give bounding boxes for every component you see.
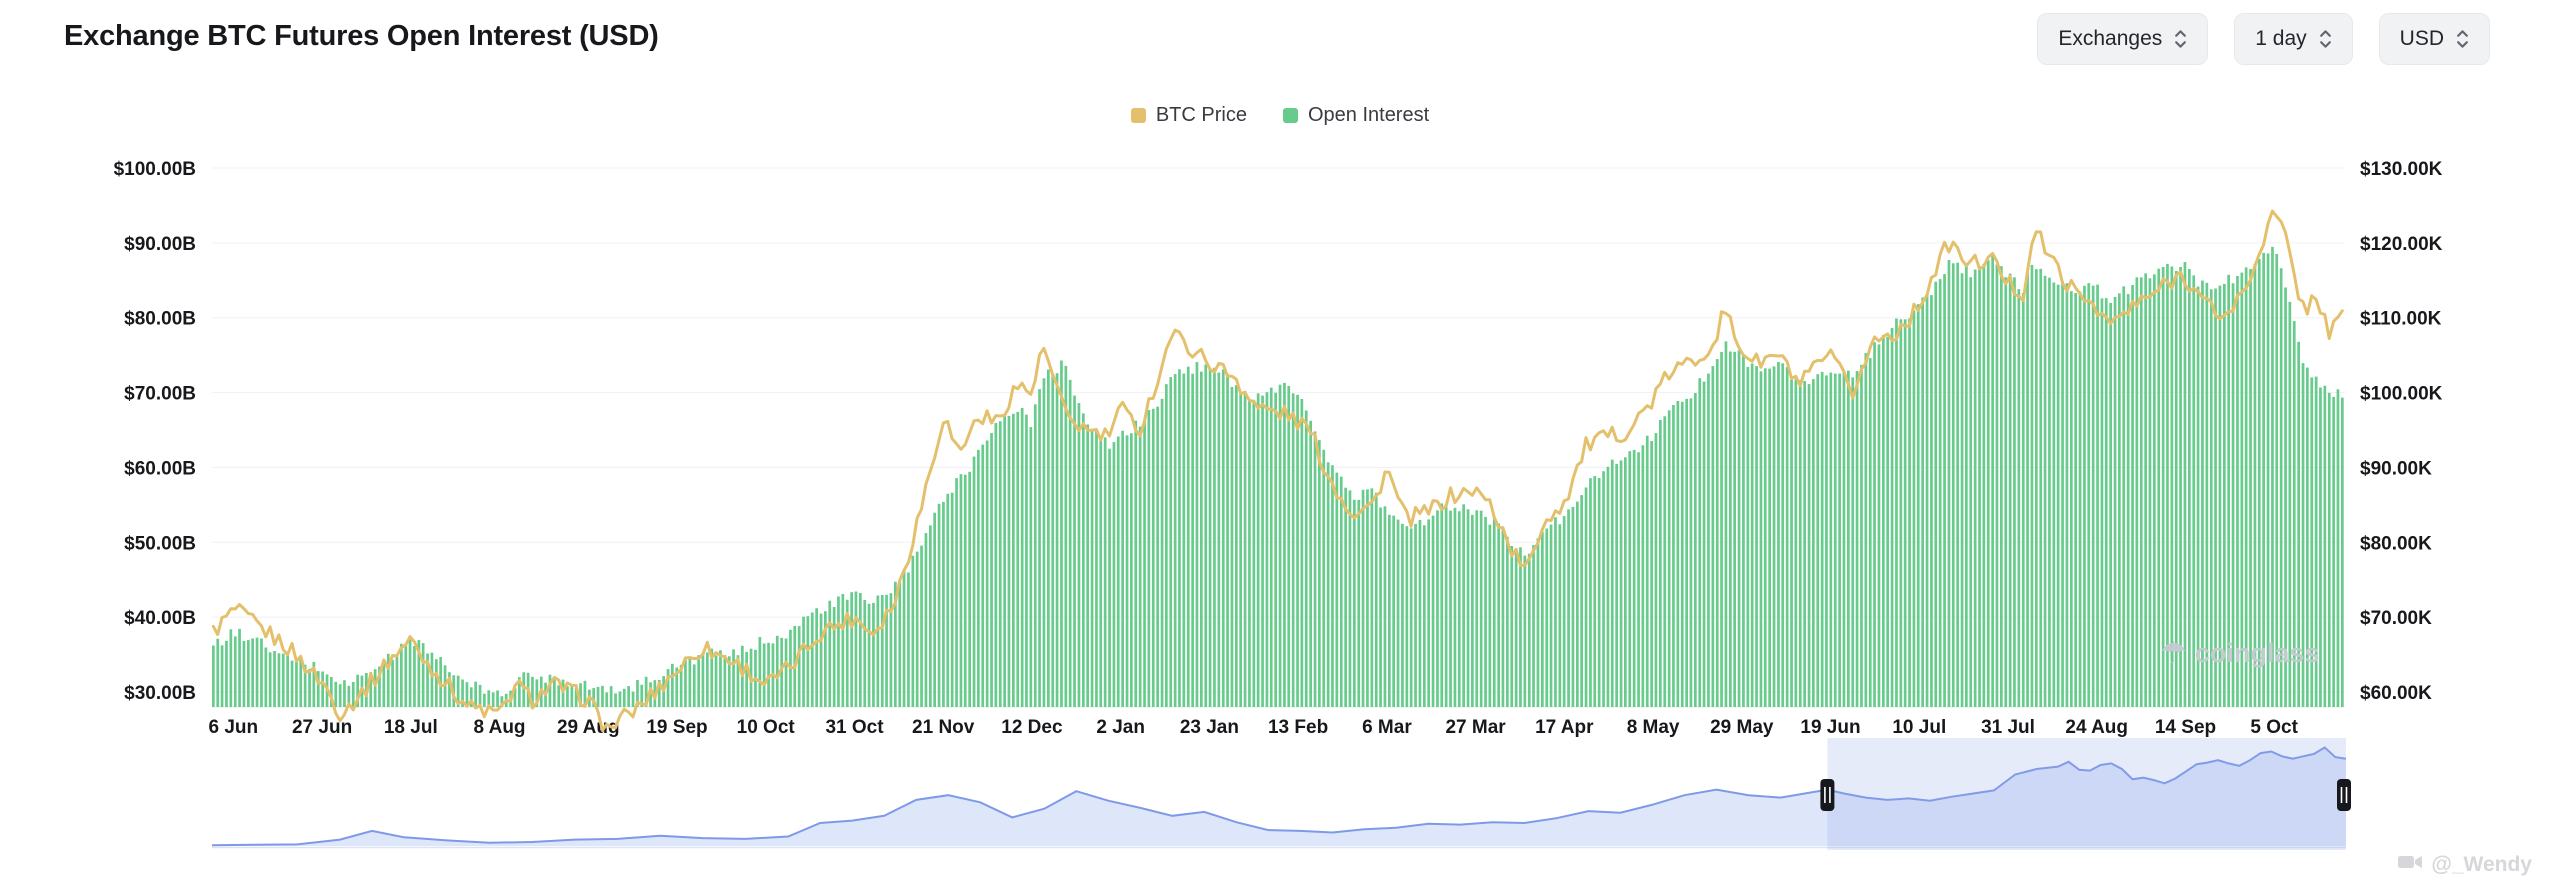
credit-text: @_Wendy [2431, 853, 2532, 876]
x-axis-tick-label: 27 Jun [292, 717, 352, 738]
right-axis-tick-label: $70.00K [2360, 608, 2432, 629]
x-axis-tick-label: 8 May [1627, 717, 1680, 738]
chart-legend: BTC Price Open Interest [0, 104, 2560, 127]
legend-item-open-interest[interactable]: Open Interest [1282, 104, 1430, 127]
currency-dropdown-label: USD [2399, 27, 2444, 50]
navigator-line [211, 746, 2347, 847]
navigator-area [212, 747, 2346, 846]
legend-label: BTC Price [1155, 104, 1247, 126]
page-title: Exchange BTC Futures Open Interest (USD) [64, 20, 659, 52]
x-axis-tick-label: 29 Aug [557, 717, 620, 738]
left-axis-tick-label: $70.00B [124, 384, 196, 405]
left-axis-tick-label: $30.00B [124, 683, 196, 704]
currency-dropdown[interactable]: USD [2378, 13, 2490, 65]
x-axis-tick-label: 23 Jan [1180, 717, 1239, 738]
updown-chevron-icon [2174, 27, 2187, 51]
left-axis-tick-label: $100.00B [114, 159, 196, 180]
chart-controls: Exchanges 1 day USD [2037, 13, 2490, 65]
chart-plot-area[interactable] [212, 150, 2345, 707]
right-axis-tick-label: $90.00K [2360, 458, 2432, 479]
exchanges-dropdown-label: Exchanges [2058, 27, 2163, 50]
interval-dropdown[interactable]: 1 day [2234, 13, 2353, 65]
x-axis-tick-label: 6 Mar [1362, 717, 1412, 738]
right-axis-tick-label: $80.00K [2360, 533, 2432, 554]
navigator-handle-right[interactable] [2337, 779, 2351, 811]
x-axis-tick-label: 6 Jun [208, 717, 258, 738]
x-axis-tick-label: 27 Mar [1445, 717, 1506, 738]
navigator-handle-left[interactable] [1820, 779, 1835, 811]
x-axis-tick-label: 31 Jul [1981, 717, 2035, 738]
x-axis-tick-label: 8 Aug [473, 717, 525, 738]
right-axis-tick-label: $110.00K [2360, 309, 2442, 330]
coinglass-watermark-text: coinglass [2194, 638, 2320, 668]
right-axis-tick-label: $60.00K [2360, 683, 2432, 704]
right-axis-tick-label: $120.00K [2360, 234, 2443, 255]
x-axis-tick-label: 29 May [1710, 717, 1774, 738]
left-axis-tick-label: $50.00B [124, 533, 196, 554]
updown-chevron-icon [2319, 27, 2332, 51]
x-axis-tick-label: 18 Jul [384, 717, 438, 738]
x-axis-tick-label: 12 Dec [1001, 717, 1063, 738]
coinglass-watermark: ☂ coinglass [2160, 636, 2319, 671]
right-axis-tick-label: $130.00K [2360, 159, 2443, 180]
x-axis-tick-label: 19 Jun [1800, 717, 1860, 738]
interval-dropdown-label: 1 day [2255, 27, 2307, 50]
x-axis-tick-label: 31 Oct [825, 717, 884, 738]
x-axis-tick-label: 24 Aug [2065, 717, 2128, 738]
x-axis-tick-label: 10 Oct [737, 717, 796, 738]
x-axis-tick-label: 19 Sep [646, 717, 707, 738]
x-axis-tick-label: 5 Oct [2250, 717, 2298, 738]
x-axis-tick-label: 21 Nov [912, 717, 975, 738]
left-axis-tick-label: $40.00B [124, 608, 196, 629]
updown-chevron-icon [2456, 27, 2469, 51]
btc-price-swatch [1130, 108, 1146, 123]
navigator-selection[interactable] [1827, 738, 2346, 850]
exchanges-dropdown[interactable]: Exchanges [2037, 13, 2209, 65]
left-axis-tick-label: $60.00B [124, 458, 196, 479]
btc-price-line [211, 209, 2344, 732]
left-axis-tick-label: $80.00B [124, 309, 196, 330]
x-axis-tick-label: 14 Sep [2155, 717, 2216, 738]
camera-icon [2397, 852, 2423, 878]
x-axis-tick-label: 10 Jul [1892, 717, 1946, 738]
legend-item-btc-price[interactable]: BTC Price [1130, 104, 1247, 127]
right-axis-tick-label: $100.00K [2360, 384, 2443, 405]
x-axis-tick-label: 2 Jan [1096, 717, 1145, 738]
open-interest-swatch [1282, 108, 1298, 123]
left-axis-tick-label: $90.00B [124, 234, 196, 255]
credit-watermark: @_Wendy [2397, 852, 2532, 878]
legend-label: Open Interest [1307, 104, 1430, 126]
open-interest-bars [212, 246, 2344, 707]
x-axis-tick-label: 17 Apr [1535, 717, 1594, 738]
x-axis-tick-label: 13 Feb [1268, 717, 1328, 738]
coinglass-logo-icon: ☂ [2160, 637, 2187, 670]
